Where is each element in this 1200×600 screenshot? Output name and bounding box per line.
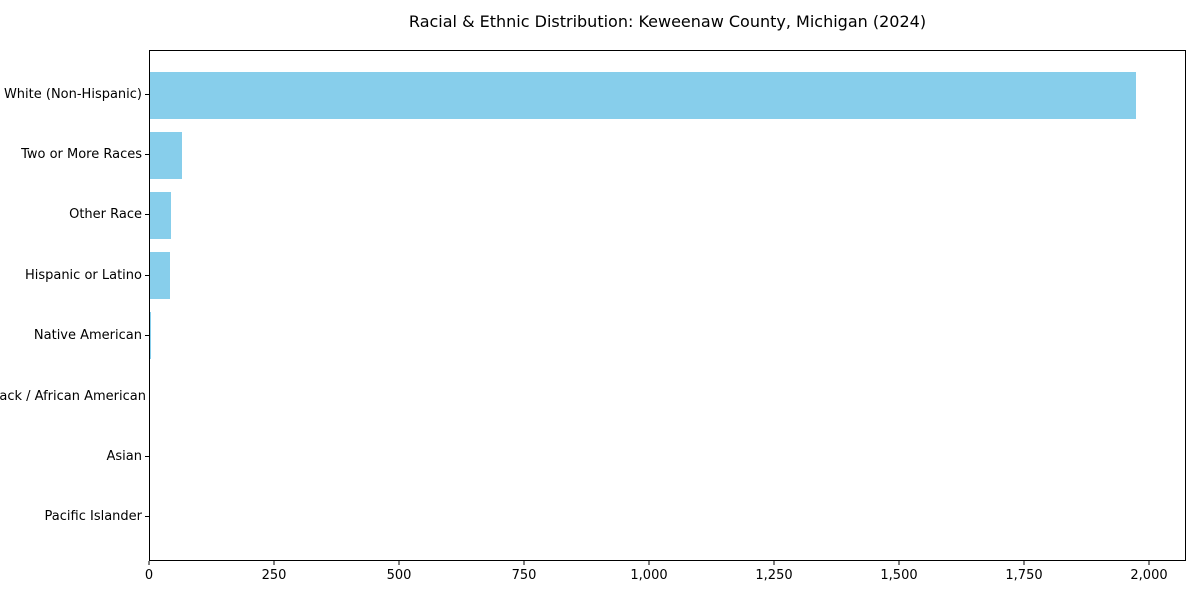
x-tick-mark: [273, 561, 275, 565]
y-tick-mark: [145, 154, 149, 156]
x-tick-label: 500: [386, 568, 412, 583]
y-tick-label: Other Race: [69, 207, 142, 223]
x-tick-mark: [773, 561, 775, 565]
bar-row: [150, 366, 1185, 426]
bar-row: [150, 486, 1185, 546]
x-tick-label: 0: [144, 568, 154, 583]
y-tick-label: Native American: [33, 328, 142, 344]
x-tick-label: 1,500: [880, 568, 918, 583]
y-axis-labels: White (Non-Hispanic) Two or More Races Oth…: [0, 50, 149, 561]
y-tick-row: Other Race: [0, 185, 149, 245]
x-tick-label: 2,000: [1130, 568, 1168, 583]
y-tick-row: Pacific Islander: [0, 487, 149, 547]
y-tick-label: Pacific Islander: [44, 509, 142, 525]
y-tick-label: Asian: [106, 448, 142, 464]
x-tick-mark: [1148, 561, 1150, 565]
y-tick-mark: [145, 335, 149, 337]
x-axis: 0 250 500 750 1,000 1,250 1,500 1,750 2,000: [145, 561, 1186, 595]
y-tick-mark: [145, 274, 149, 276]
y-tick-row: Native American: [0, 306, 149, 366]
plot-area: [149, 50, 1186, 561]
y-tick-label: Hispanic or Latino: [24, 267, 142, 283]
y-tick-label: White (Non-Hispanic): [3, 86, 142, 102]
x-tick-mark: [148, 561, 150, 565]
x-tick-mark: [898, 561, 900, 565]
y-tick-mark: [145, 516, 149, 518]
y-tick-row: Two or More Races: [0, 124, 149, 184]
y-tick-label: Black / African American: [0, 388, 146, 404]
bar-row: [150, 306, 1185, 366]
y-tick-row: White (Non-Hispanic): [0, 64, 149, 124]
y-tick-mark: [145, 455, 149, 457]
x-tick-label: 750: [511, 568, 537, 583]
y-tick-row: Asian: [0, 426, 149, 486]
bar: [150, 131, 183, 179]
x-tick-mark: [648, 561, 650, 565]
chart-title: Racial & Ethnic Distribution: Keweenaw C…: [408, 12, 927, 31]
x-tick-label: 1,750: [1005, 568, 1043, 583]
bar: [150, 251, 171, 299]
y-tick-label: Two or More Races: [21, 147, 142, 163]
bar: [150, 71, 1136, 119]
y-tick-row: Hispanic or Latino: [0, 245, 149, 305]
x-tick-mark: [1023, 561, 1025, 565]
bar-row: [150, 65, 1185, 125]
bar-row: [150, 426, 1185, 486]
bar-row: [150, 245, 1185, 305]
bar-row: [150, 125, 1185, 185]
x-tick-label: 1,250: [755, 568, 793, 583]
y-tick-row: Black / African American: [0, 366, 149, 426]
x-tick-mark: [398, 561, 400, 565]
y-tick-mark: [145, 93, 149, 95]
bar: [150, 191, 172, 239]
bar-row: [150, 185, 1185, 245]
y-tick-mark: [145, 214, 149, 216]
x-tick-label: 250: [261, 568, 287, 583]
x-tick-mark: [523, 561, 525, 565]
x-tick-label: 1,000: [630, 568, 668, 583]
bar: [150, 312, 151, 360]
